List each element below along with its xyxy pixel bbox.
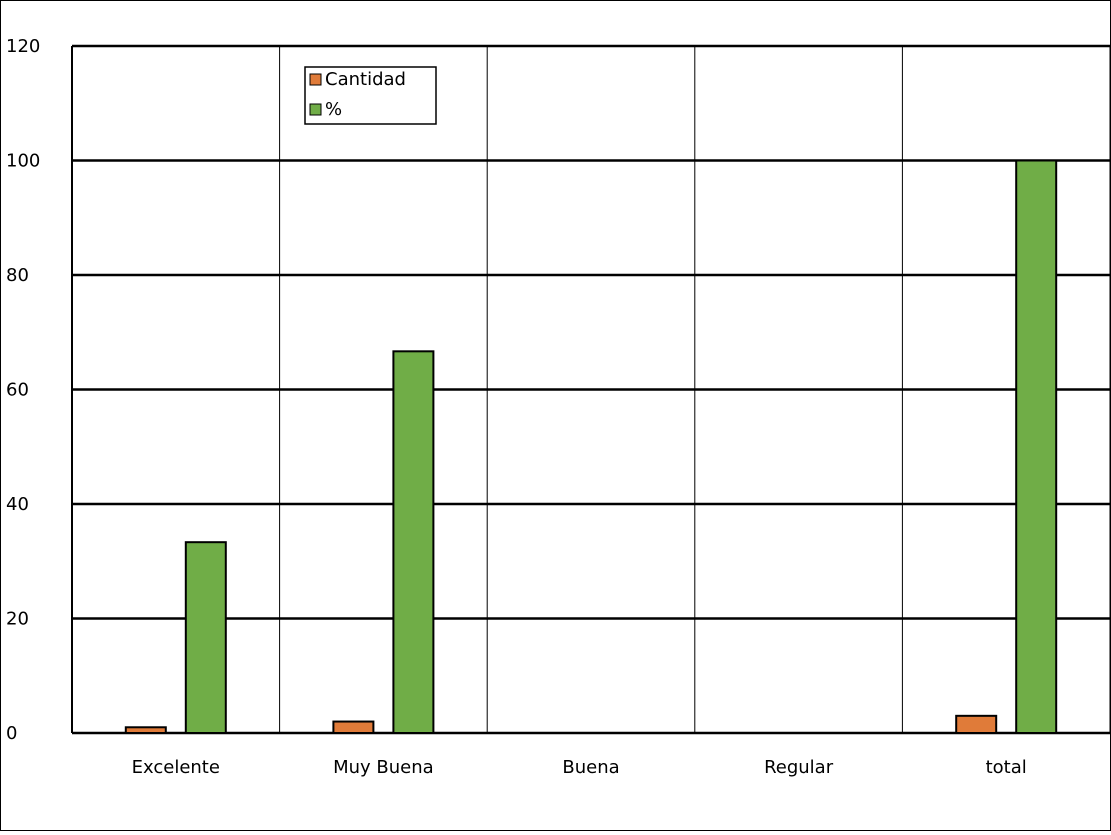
y-tick-label: 120 — [6, 36, 40, 57]
x-tick-label: Excelente — [132, 757, 220, 778]
y-tick-label: 40 — [6, 494, 29, 515]
y-tick-label: 80 — [6, 265, 29, 286]
bars — [124, 159, 1058, 735]
bar-cantidad-muy-buena — [332, 720, 375, 734]
x-tick-label: total — [986, 757, 1027, 778]
bar-cantidad-excelente — [124, 726, 167, 735]
x-axis: Excelente Muy Buena Buena Regular total — [132, 757, 1027, 778]
y-tick-label: 20 — [6, 609, 29, 630]
legend-label-percent: % — [325, 99, 342, 120]
legend-swatch-percent — [309, 103, 322, 116]
x-tick-label: Regular — [764, 757, 834, 778]
gridlines — [72, 44, 1110, 735]
legend: Cantidad % — [304, 66, 437, 125]
x-tick-label: Muy Buena — [333, 757, 434, 778]
x-tick-label: Buena — [562, 757, 619, 778]
y-tick-label: 60 — [6, 380, 29, 401]
y-axis: 0 20 40 60 80 100 120 — [6, 36, 40, 744]
bar-percent-muy-buena — [392, 350, 435, 734]
bar-percent-excelente — [184, 541, 227, 734]
category-dividers — [71, 46, 1111, 733]
legend-label-cantidad: Cantidad — [325, 69, 406, 90]
legend-swatch-cantidad — [309, 73, 322, 86]
y-tick-label: 0 — [6, 723, 17, 744]
legend-box — [304, 66, 437, 125]
bar-cantidad-total — [955, 714, 998, 735]
bar-percent-total — [1015, 159, 1058, 734]
y-tick-label: 100 — [6, 151, 40, 172]
